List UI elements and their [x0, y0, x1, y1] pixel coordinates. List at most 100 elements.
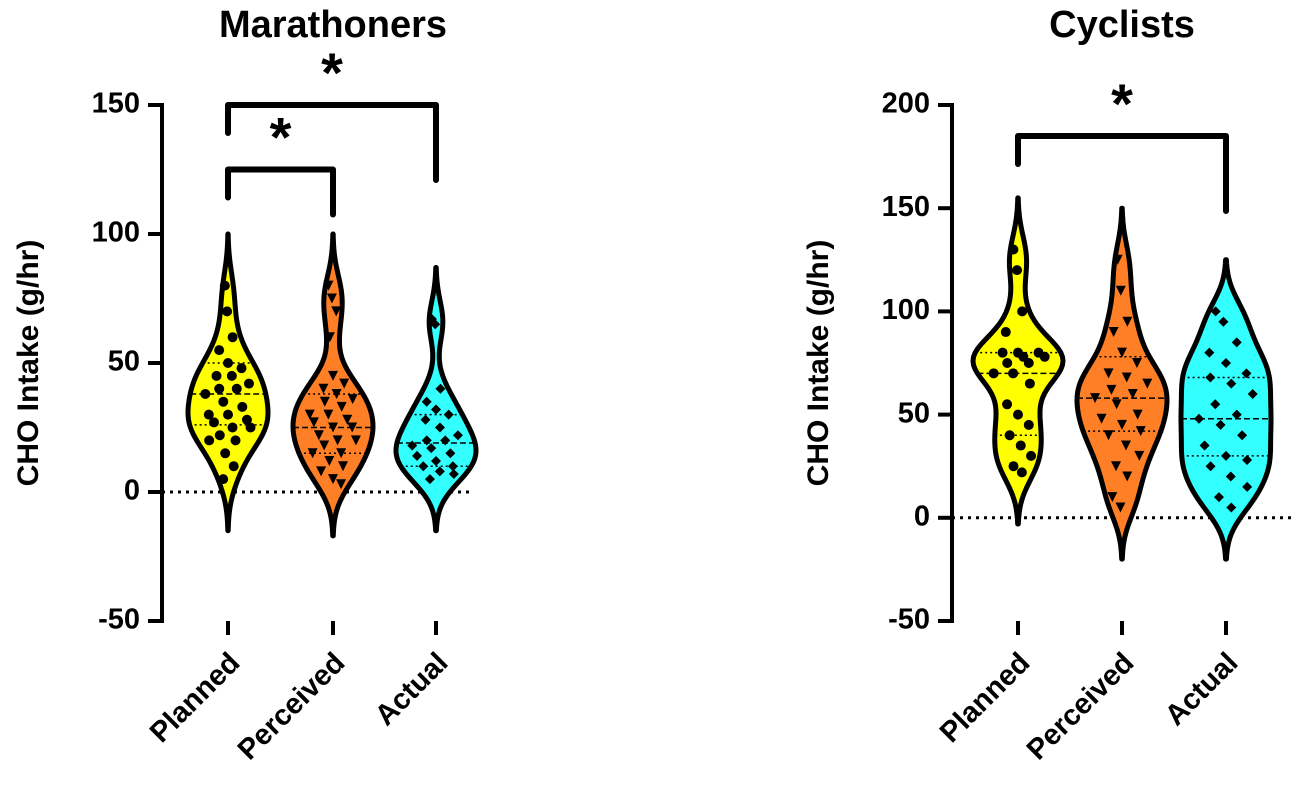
data-point [245, 422, 256, 433]
data-point [347, 394, 358, 405]
data-point [331, 388, 342, 399]
data-point [447, 461, 458, 472]
data-point [336, 401, 347, 412]
data-point [431, 456, 441, 467]
y-axis-label: CHO Intake (g/hr) [802, 240, 835, 487]
data-point [1142, 378, 1153, 389]
data-point [1210, 399, 1221, 410]
violin [1074, 205, 1170, 562]
y-tick-label: 150 [92, 88, 140, 120]
data-point [412, 450, 423, 461]
data-point [1002, 358, 1013, 368]
data-point [313, 430, 324, 441]
data-point [332, 435, 343, 446]
significance-bracket [225, 166, 336, 218]
data-point [1135, 426, 1146, 437]
violin [393, 265, 479, 534]
data-point [1247, 388, 1258, 399]
data-point [222, 306, 233, 317]
data-point [1111, 399, 1122, 410]
data-point [1023, 358, 1034, 368]
data-point [326, 293, 337, 304]
data-point [214, 430, 225, 441]
data-point [211, 370, 222, 381]
data-point [336, 448, 347, 459]
x-tick-label: Planned [144, 647, 246, 749]
data-point [214, 383, 225, 394]
data-point [308, 417, 319, 428]
data-point [331, 306, 342, 317]
data-point [214, 345, 225, 356]
data-point [1120, 440, 1131, 451]
data-point [319, 440, 330, 451]
data-point [237, 401, 248, 412]
data-point [1134, 450, 1145, 461]
significance-bracket [1015, 132, 1229, 214]
data-point [1103, 430, 1114, 441]
data-point [218, 396, 229, 407]
data-point [430, 319, 441, 330]
data-point [445, 448, 456, 459]
chart-title: Cyclists [1049, 4, 1195, 46]
data-point [997, 347, 1008, 358]
data-point [342, 414, 353, 425]
violin [185, 231, 271, 534]
data-point [226, 370, 237, 381]
data-point [1024, 378, 1035, 389]
data-point [421, 396, 432, 407]
data-point [1218, 316, 1229, 327]
data-point [1090, 393, 1101, 404]
data-point [1096, 413, 1107, 424]
data-point [1199, 440, 1210, 451]
data-point [1221, 450, 1231, 461]
data-point [1204, 347, 1215, 358]
significance-label: * [1111, 72, 1133, 135]
data-point [307, 448, 318, 459]
y-tick-label: 0 [124, 475, 140, 507]
y-tick-label: 0 [914, 500, 930, 532]
data-point [1231, 337, 1242, 348]
data-point [1103, 368, 1114, 379]
data-point [1226, 502, 1237, 513]
significance-label: * [321, 41, 343, 104]
data-point [424, 474, 435, 485]
y-tick-label: -50 [888, 604, 930, 636]
data-point [1107, 492, 1118, 503]
data-point [1122, 316, 1133, 327]
data-point [1002, 399, 1013, 410]
violin [970, 195, 1066, 527]
data-point [1115, 502, 1126, 513]
data-point [339, 378, 350, 389]
data-point [1231, 409, 1242, 420]
chart-title: Marathoners [219, 4, 447, 46]
data-point [1237, 430, 1248, 441]
data-point [426, 443, 437, 454]
data-point [1117, 347, 1127, 358]
data-point [219, 280, 230, 291]
y-tick-label: 200 [882, 88, 930, 120]
violin [290, 231, 376, 539]
data-point [319, 396, 330, 407]
data-point [1241, 368, 1252, 379]
y-tick-label: 50 [108, 346, 140, 378]
data-point [350, 435, 361, 446]
data-point [1008, 368, 1019, 379]
data-point [328, 474, 338, 485]
y-tick-label: 150 [882, 191, 930, 223]
data-point [1008, 461, 1019, 472]
data-point [200, 388, 211, 399]
data-point [328, 422, 338, 433]
data-point [435, 383, 446, 394]
data-point [203, 409, 214, 420]
significance-label: * [270, 105, 292, 168]
data-point [328, 370, 338, 381]
data-point [227, 422, 238, 433]
data-point [1205, 372, 1216, 383]
data-point [218, 474, 229, 485]
data-point [1015, 440, 1026, 451]
data-point [1023, 419, 1034, 430]
data-point [324, 456, 335, 467]
x-tick-label: Perceived [1021, 647, 1141, 767]
violin [1178, 257, 1274, 562]
